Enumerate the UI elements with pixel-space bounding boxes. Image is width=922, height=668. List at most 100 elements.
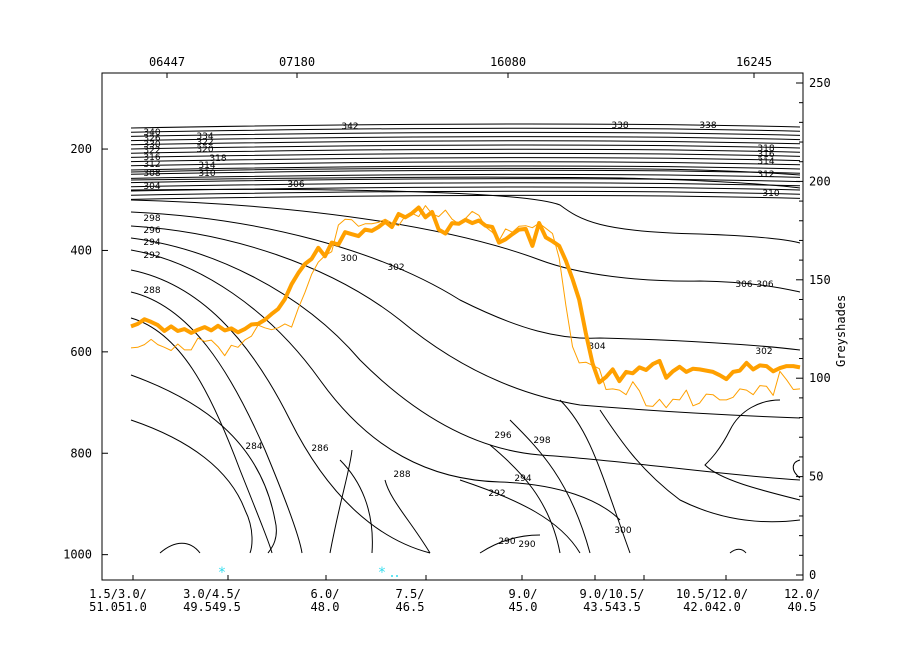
contour-label: 292 — [143, 251, 160, 261]
contour-label: 288 — [393, 470, 410, 480]
contour-line — [792, 459, 801, 479]
bottom-axis-label: 10.5/12.0/ — [676, 587, 748, 601]
bottom-axis-label: 40.5 — [788, 600, 817, 614]
dot-marker — [391, 575, 393, 577]
contour-label: 306 — [735, 280, 752, 290]
contour-line — [130, 374, 277, 554]
contour-label: 310 — [762, 189, 779, 199]
tick-marks-top — [166, 73, 755, 78]
contour-label: 314 — [757, 157, 774, 167]
contour-line — [130, 194, 801, 200]
contour-line — [130, 182, 801, 188]
contour-label: 284 — [245, 442, 262, 452]
contour-label: 302 — [755, 347, 772, 357]
contour-label: 308 — [143, 169, 160, 179]
markers: * * — [218, 565, 398, 581]
contour-line — [479, 534, 541, 554]
contour-label: 306 — [756, 280, 773, 290]
contour-line — [130, 131, 801, 137]
bottom-axis-label: 9.0/10.5/ — [579, 587, 644, 601]
contour-line — [130, 148, 801, 154]
contour-label: 302 — [387, 263, 404, 273]
contour-line — [384, 479, 431, 554]
contour-line — [130, 136, 801, 142]
right-tick-label: 50 — [809, 470, 823, 484]
contour-label: 290 — [498, 537, 515, 547]
contour-label: 338 — [611, 121, 628, 131]
bottom-axis-label: 51.051.0 — [89, 600, 147, 614]
contour-line — [130, 167, 801, 176]
left-tick-label: 800 — [70, 446, 92, 460]
right-tick-label: 100 — [809, 371, 831, 385]
contour-label: 342 — [341, 122, 358, 132]
contour-label: 338 — [699, 121, 716, 131]
contour-label: 296 — [494, 431, 511, 441]
contour-label: 304 — [143, 182, 160, 192]
contour-line — [130, 173, 801, 179]
contour-line — [599, 409, 801, 523]
contour-label: 318 — [757, 144, 774, 154]
asterisk-marker: * — [378, 565, 386, 581]
bottom-axis-label: 43.543.5 — [583, 600, 641, 614]
contour-label: 322 — [143, 146, 160, 156]
bottom-axis-label: 6.0/ — [311, 587, 340, 601]
bottom-axis-label: 1.5/3.0/ — [89, 587, 147, 601]
contour-label: 296 — [143, 226, 160, 236]
axes: 200 400 600 800 1000 0 50 100 150 200 250 06447 0718… — [63, 55, 831, 614]
contour-line — [130, 211, 801, 351]
contour-line — [130, 144, 801, 150]
bottom-axis-label: 46.5 — [396, 600, 425, 614]
right-tick-label: 150 — [809, 273, 831, 287]
right-tick-label: 200 — [809, 174, 831, 188]
bottom-axis-label: 3.0/4.5/ — [183, 587, 241, 601]
bottom-axis-label: 7.5/ — [396, 587, 425, 601]
contour-label: 294 — [514, 474, 531, 484]
contour-label: 286 — [311, 444, 328, 454]
left-tick-label: 200 — [70, 142, 92, 156]
contour-label: 288 — [143, 286, 160, 296]
series-line — [130, 205, 801, 409]
contour-line — [130, 317, 273, 554]
contour-line — [130, 190, 801, 196]
contour-label: 318 — [209, 154, 226, 164]
contour-line — [459, 479, 581, 554]
contour-line — [130, 178, 801, 184]
dot-marker — [396, 575, 398, 577]
contour-line — [130, 165, 801, 171]
contour-line — [130, 249, 621, 521]
right-axis-title: Greyshades — [834, 295, 848, 367]
contour-line — [130, 157, 801, 163]
bottom-axis-label: 45.0 — [509, 600, 538, 614]
contour-label: 292 — [488, 489, 505, 499]
contour-label: 322 — [196, 138, 213, 148]
contour-line — [130, 291, 303, 554]
contour-line — [130, 123, 801, 129]
contour-line — [130, 199, 801, 293]
contour-line — [489, 444, 561, 554]
contour-line — [130, 188, 801, 244]
right-tick-label: 0 — [809, 568, 816, 582]
contour-label: 316 — [143, 153, 160, 163]
contour-label: 300 — [614, 526, 631, 536]
contour-label: 316 — [757, 150, 774, 160]
top-station-label: 16245 — [736, 55, 772, 69]
contour-line — [559, 399, 631, 554]
contour-label: 300 — [340, 254, 357, 264]
contour-line — [130, 269, 431, 554]
contour-line — [130, 152, 801, 158]
series-line — [130, 205, 801, 385]
bottom-axis-label: 48.0 — [311, 600, 340, 614]
contour-label: 326 — [143, 134, 160, 144]
contour-line — [704, 399, 801, 501]
contour-label: 294 — [143, 238, 160, 248]
contour-line — [339, 459, 373, 554]
contour-line — [130, 225, 801, 419]
contour-line — [130, 161, 801, 167]
bottom-axis-label: 12.0/ — [784, 587, 820, 601]
top-station-label: 16080 — [490, 55, 526, 69]
contour-label: 310 — [198, 169, 215, 179]
contour-line — [329, 449, 353, 554]
contour-line — [729, 548, 747, 554]
